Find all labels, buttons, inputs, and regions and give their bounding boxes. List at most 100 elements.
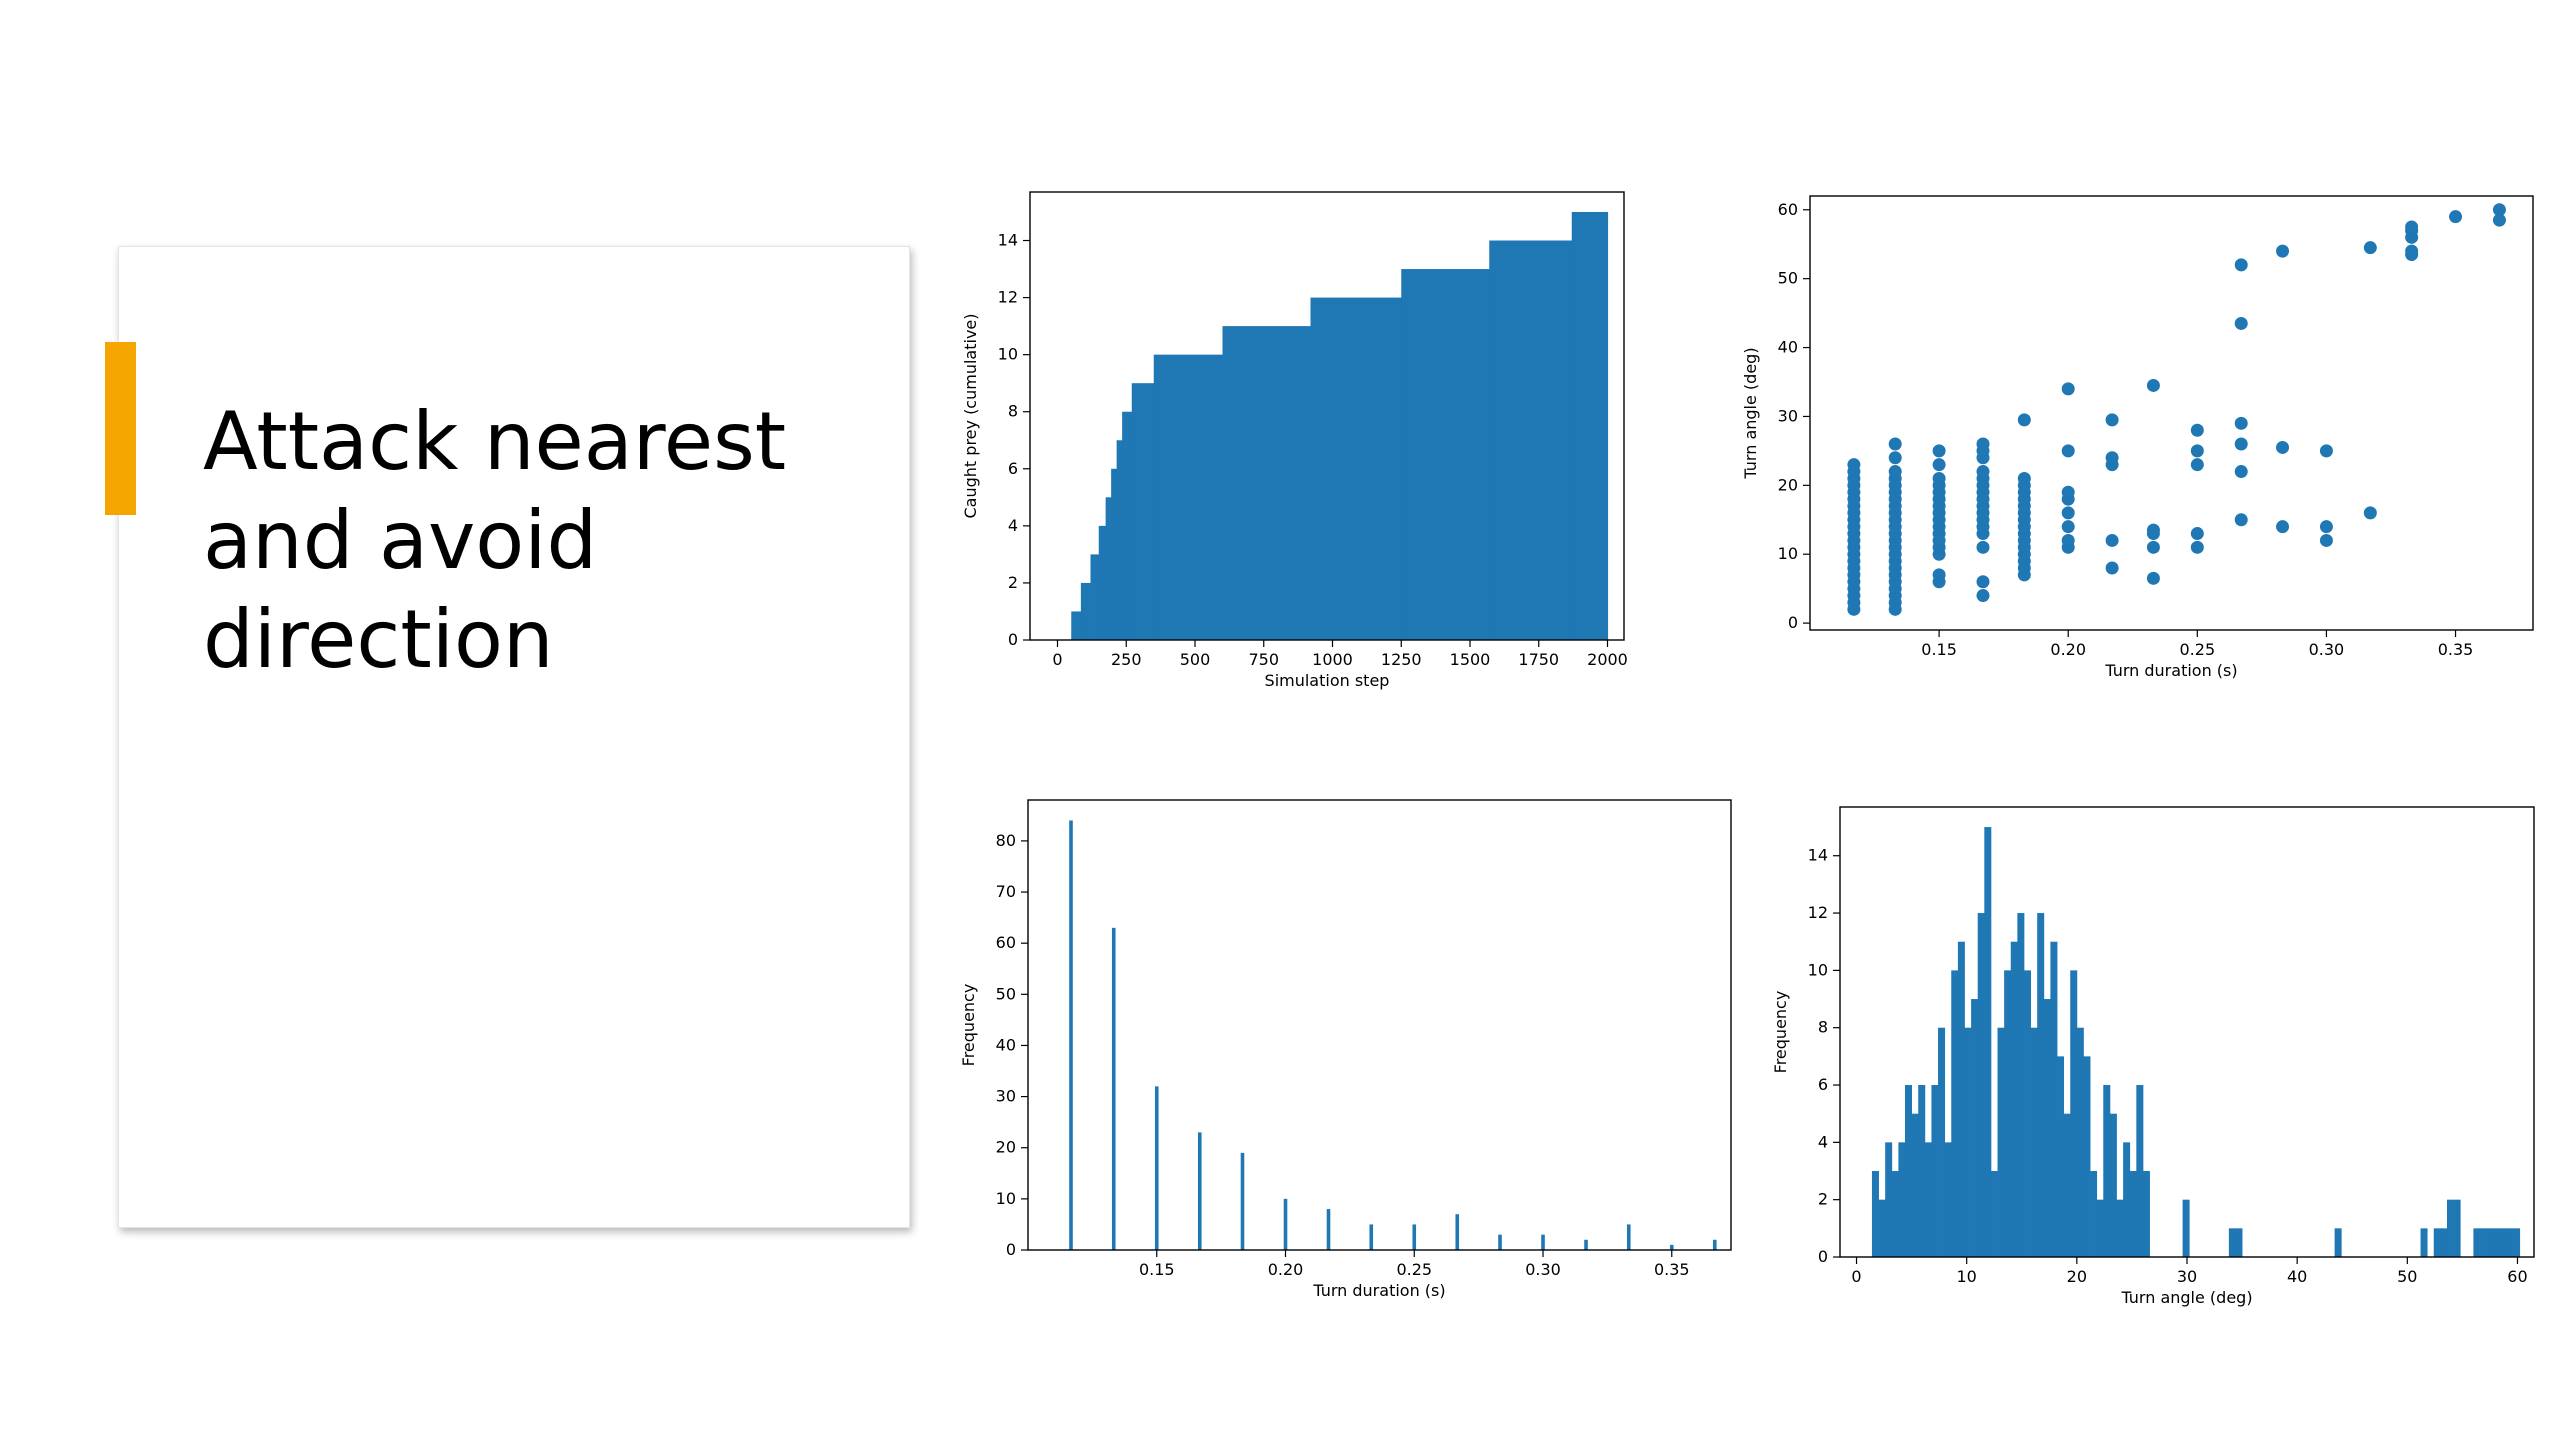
x-tick-label: 1250 xyxy=(1381,650,1422,669)
step-segment xyxy=(1098,525,1107,640)
histogram-bar xyxy=(2420,1228,2428,1257)
y-tick-label: 8 xyxy=(1008,402,1018,421)
y-axis-label: Turn angle (deg) xyxy=(1741,347,1760,479)
x-tick-label: 2000 xyxy=(1587,650,1628,669)
histogram-bar xyxy=(2142,1171,2150,1257)
histogram-bar xyxy=(2109,1113,2117,1257)
slide-title: Attack nearest and avoid direction xyxy=(203,392,883,689)
histogram-bar xyxy=(2446,1199,2454,1257)
histogram-bar xyxy=(2050,941,2058,1257)
scatter-point xyxy=(1976,437,1990,451)
scatter-point xyxy=(2449,210,2463,224)
x-tick-label: 750 xyxy=(1248,650,1279,669)
histogram-bar xyxy=(1938,1027,1946,1257)
histogram-bar xyxy=(2004,970,2012,1257)
histogram-bar xyxy=(1984,827,1992,1257)
x-tick-label: 0.25 xyxy=(1396,1260,1432,1279)
histogram-bar xyxy=(1911,1113,1919,1257)
scatter-point xyxy=(1976,575,1990,589)
scatter-point xyxy=(2061,485,2075,499)
y-tick-label: 0 xyxy=(1006,1240,1016,1259)
histogram-bar xyxy=(2473,1228,2481,1257)
scatter-point xyxy=(1932,568,1946,582)
x-tick-label: 250 xyxy=(1111,650,1142,669)
axes-frame xyxy=(1839,806,2535,1258)
histogram-bar xyxy=(1669,1244,1674,1250)
x-tick-label: 1750 xyxy=(1518,650,1559,669)
x-tick-label: 0.20 xyxy=(1268,1260,1304,1279)
scatter-point xyxy=(1888,465,1902,479)
axes-frame xyxy=(1029,191,1625,641)
histogram-bar xyxy=(2506,1228,2514,1257)
x-tick-label: 50 xyxy=(2397,1267,2417,1286)
histogram-bar xyxy=(1885,1142,1893,1257)
histogram-bar xyxy=(1283,1198,1288,1250)
scatter-point xyxy=(2146,540,2160,554)
step-segment xyxy=(1153,354,1224,640)
scatter-point xyxy=(1976,465,1990,479)
y-tick-label: 4 xyxy=(1008,516,1018,535)
scatter-point xyxy=(2234,465,2248,479)
x-axis-label: Simulation step xyxy=(1265,671,1390,690)
y-tick-label: 14 xyxy=(1808,846,1828,865)
y-tick-label: 10 xyxy=(1778,544,1798,563)
y-tick-label: 2 xyxy=(1008,573,1018,592)
histogram-bar xyxy=(1997,1027,2005,1257)
scatter-point xyxy=(2190,423,2204,437)
histogram-bar xyxy=(1197,1132,1202,1250)
y-axis-label: Caught prey (cumulative) xyxy=(961,314,980,519)
scatter-point xyxy=(2146,523,2160,537)
histogram-bar xyxy=(2182,1199,2190,1257)
histogram-bar xyxy=(1871,1171,1879,1257)
plot-area: 0.15 0.20 0.25 0.30 0.35 0 10 20 30 40 50 60 70 80 Tur… xyxy=(959,799,1732,1300)
histogram-bar xyxy=(2123,1142,2131,1257)
scatter-point xyxy=(2492,203,2506,217)
histogram-bar xyxy=(1977,913,1985,1257)
y-tick-label: 0 xyxy=(1788,613,1798,632)
histogram-bar xyxy=(2083,1056,2091,1257)
scatter-point xyxy=(2234,416,2248,430)
scatter-point xyxy=(1932,471,1946,485)
scatter-point xyxy=(2105,451,2119,465)
x-tick-label: 40 xyxy=(2287,1267,2307,1286)
histogram-bar xyxy=(1931,1085,1939,1257)
scatter-point xyxy=(2234,437,2248,451)
histogram-bar xyxy=(2103,1085,2111,1257)
scatter-point xyxy=(2105,561,2119,575)
y-tick-label: 80 xyxy=(996,831,1016,850)
histogram-bar xyxy=(1541,1234,1545,1250)
x-tick-label: 0.35 xyxy=(2438,640,2474,659)
scatter-point xyxy=(2319,533,2333,547)
x-axis-label: Turn angle (deg) xyxy=(2120,1288,2252,1307)
histogram-bar xyxy=(2090,1171,2098,1257)
scatter-point xyxy=(2061,506,2075,520)
y-tick-label: 10 xyxy=(1808,960,1828,979)
scatter-point xyxy=(1976,589,1990,603)
scatter-point xyxy=(2105,413,2119,427)
text-card xyxy=(118,246,910,1228)
y-tick-label: 40 xyxy=(1778,338,1798,357)
scatter-point xyxy=(2061,444,2075,458)
step-segment xyxy=(1571,211,1609,640)
scatter-point xyxy=(2319,520,2333,534)
scatter-point xyxy=(1847,458,1861,472)
y-tick-label: 60 xyxy=(996,933,1016,952)
histogram-bar xyxy=(2480,1228,2488,1257)
y-tick-label: 14 xyxy=(998,231,1018,250)
histogram-bar xyxy=(2453,1199,2461,1257)
step-segment xyxy=(1116,440,1123,640)
x-tick-label: 0.25 xyxy=(2180,640,2216,659)
histogram-bar xyxy=(2486,1228,2494,1257)
y-tick-label: 50 xyxy=(996,984,1016,1003)
scatter-point xyxy=(2234,258,2248,272)
y-tick-label: 12 xyxy=(1808,903,1828,922)
histogram-bar xyxy=(2057,1056,2065,1257)
histogram-bar xyxy=(1369,1224,1374,1250)
scatter-point xyxy=(2061,382,2075,396)
y-tick-label: 2 xyxy=(1818,1190,1828,1209)
histogram-bar xyxy=(1712,1239,1717,1250)
x-tick-label: 20 xyxy=(2067,1267,2087,1286)
y-tick-label: 10 xyxy=(998,345,1018,364)
y-tick-label: 6 xyxy=(1008,459,1018,478)
histogram-bar xyxy=(2076,1027,2084,1257)
